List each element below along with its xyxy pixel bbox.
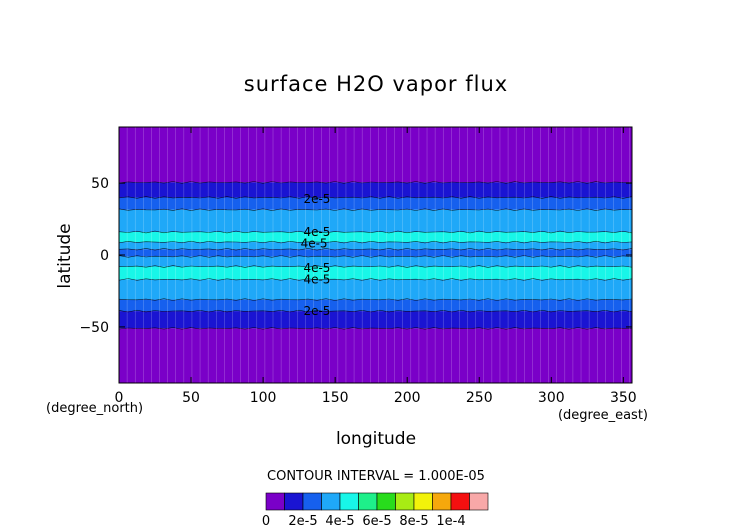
contour-line-8 (118, 265, 633, 268)
contour-label: 4e-5 (303, 272, 330, 286)
contour-labels: 2e-54e-54e-54e-54e-52e-5 (301, 192, 331, 318)
band-7 (119, 256, 632, 267)
colorbar-cell (413, 492, 433, 511)
colorbar-cell (284, 492, 304, 511)
band-5 (119, 242, 632, 250)
colorbar-cell (302, 492, 322, 511)
contour-line-2 (118, 196, 633, 199)
contour-line-4 (118, 230, 633, 234)
colorbar-cell (450, 492, 470, 511)
colorbar-cell (321, 492, 341, 511)
band-6 (119, 249, 632, 257)
band-10 (119, 299, 632, 312)
band-1 (119, 182, 632, 198)
contour-line-5 (118, 240, 633, 244)
colorbar-label: 4e-5 (325, 514, 354, 529)
x-tick-label: 250 (466, 390, 493, 406)
x-tick-label: 50 (182, 390, 200, 406)
y-tick-label: 0 (100, 248, 109, 264)
contour-label: 4e-5 (301, 236, 328, 250)
colorbar-label: 6e-5 (362, 514, 391, 529)
band-8 (119, 266, 632, 280)
contour-label: 4e-5 (303, 225, 330, 239)
contour-interval-label: CONTOUR INTERVAL = 1.000E-05 (267, 469, 485, 484)
contour-line-11 (118, 309, 633, 313)
colorbar-cell (469, 492, 489, 511)
band-2 (119, 197, 632, 210)
contour-line-6 (118, 248, 633, 251)
colorbar-cell (395, 492, 415, 511)
contour-line-10 (118, 298, 633, 301)
band-4 (119, 231, 632, 243)
x-axis-label: longitude (336, 429, 416, 449)
x-tick-label: 300 (538, 390, 565, 406)
colorbar: 0 2e-5 4e-5 6e-5 8e-5 1e-4 (262, 492, 489, 529)
contour-label: 4e-5 (303, 261, 330, 275)
x-tick-label: 0 (115, 390, 124, 406)
contour-line-1 (118, 181, 633, 184)
x-tick-label: 350 (610, 390, 637, 406)
colorbar-cell (358, 492, 378, 511)
y-tick-label: −50 (79, 320, 109, 336)
colorbar-cell (376, 492, 396, 511)
band-0 (119, 127, 632, 183)
contour-line-7 (118, 255, 633, 258)
band-9 (119, 279, 632, 300)
contour-label: 2e-5 (303, 304, 330, 318)
colorbar-cell (432, 492, 452, 511)
band-3 (119, 209, 632, 232)
contour-line-9 (118, 278, 633, 281)
colorbar-label: 2e-5 (288, 514, 317, 529)
x-tick-label: 150 (322, 390, 349, 406)
colorbar-label: 0 (262, 514, 270, 529)
contour-line-3 (118, 208, 633, 211)
x-units-label: (degree_east) (558, 408, 648, 423)
x-tick-label: 200 (394, 390, 421, 406)
colorbar-cell (339, 492, 359, 511)
y-tick-label: 50 (91, 176, 109, 192)
plot-area (118, 126, 633, 384)
colorbar-label: 8e-5 (399, 514, 428, 529)
contour-line-12 (118, 327, 633, 330)
y-axis-label: latitude (55, 223, 75, 288)
y-units-label: (degree_north) (46, 401, 143, 416)
colorbar-label: 1e-4 (436, 514, 465, 529)
axes: 0 50 100 150 200 250 300 350 −50 0 50 (79, 127, 637, 406)
colorbar-cell (265, 492, 285, 511)
contour-label: 2e-5 (303, 192, 330, 206)
band-11 (119, 311, 632, 329)
chart-title: surface H2O vapor flux (244, 72, 508, 96)
band-12 (119, 328, 632, 383)
x-tick-label: 100 (250, 390, 277, 406)
